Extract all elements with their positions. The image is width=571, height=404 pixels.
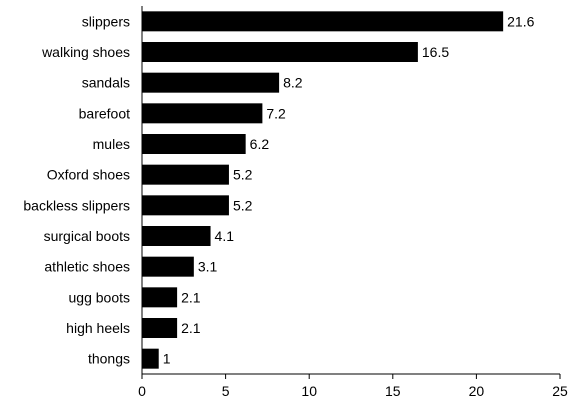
value-label: 21.6	[507, 13, 534, 29]
value-label: 6.2	[250, 136, 270, 152]
category-label: ugg boots	[69, 289, 131, 305]
value-label: 2.1	[181, 289, 201, 305]
bar	[142, 256, 194, 277]
category-labels: slippers walking shoes sandals barefoot mule…	[23, 13, 130, 366]
category-label: high heels	[66, 320, 130, 336]
x-tick-label: 25	[552, 383, 568, 399]
value-label: 3.1	[198, 259, 218, 275]
category-label: athletic shoes	[44, 259, 130, 275]
x-tick-label: 0	[138, 383, 146, 399]
category-label: walking shoes	[41, 44, 130, 60]
category-label: backless slippers	[23, 197, 130, 213]
x-tick-label: 15	[385, 383, 401, 399]
bar	[142, 11, 504, 32]
bar	[142, 103, 263, 124]
value-label: 1	[163, 351, 171, 367]
bars	[142, 11, 504, 369]
value-label: 5.2	[233, 197, 253, 213]
bar	[142, 348, 159, 369]
bar	[142, 164, 229, 185]
bar	[142, 134, 246, 154]
x-axis-ticks: 0 5 10 15 20 25	[138, 374, 568, 399]
bar	[142, 42, 418, 62]
value-label: 5.2	[233, 167, 253, 183]
category-label: barefoot	[79, 105, 130, 121]
category-label: slippers	[82, 13, 130, 29]
value-label: 7.2	[266, 105, 286, 121]
category-label: sandals	[82, 75, 130, 91]
value-label: 4.1	[215, 228, 235, 244]
category-label: Oxford shoes	[47, 167, 130, 183]
value-label: 2.1	[181, 320, 201, 336]
x-tick-label: 20	[469, 383, 485, 399]
bar	[142, 287, 178, 308]
category-label: surgical boots	[44, 228, 130, 244]
bar	[142, 195, 229, 216]
category-label: thongs	[88, 351, 130, 367]
value-label: 16.5	[422, 44, 449, 60]
bar	[142, 318, 178, 338]
value-label: 8.2	[283, 75, 303, 91]
bar	[142, 72, 280, 93]
x-tick-label: 5	[222, 383, 230, 399]
category-label: mules	[93, 136, 130, 152]
bar	[142, 226, 211, 246]
value-labels: 21.6 16.5 8.2 7.2 6.2 5.2 5.2 4.1 3.1 2.1 2.1 1	[163, 13, 535, 366]
x-tick-label: 10	[301, 383, 317, 399]
